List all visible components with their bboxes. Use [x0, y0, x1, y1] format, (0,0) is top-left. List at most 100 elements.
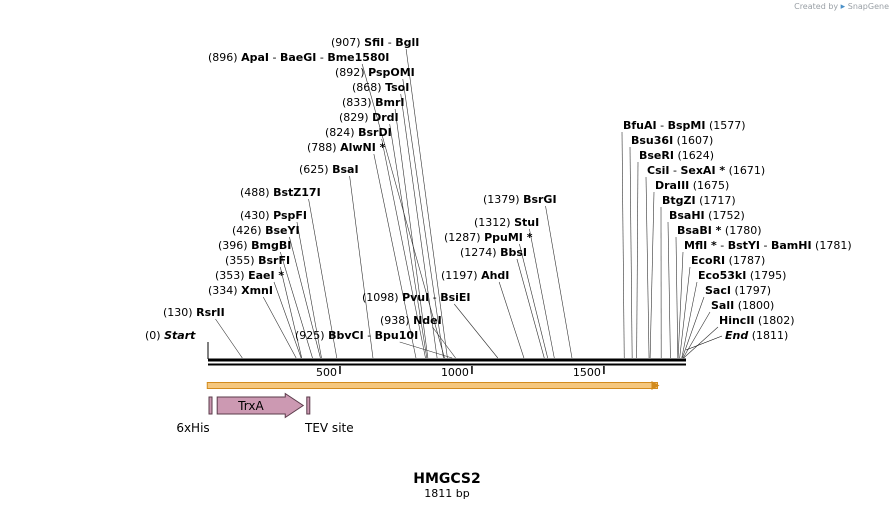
site-bsrdi[interactable]: (824) BsrDI	[325, 126, 392, 139]
site-label: (892) PspOMI	[335, 66, 415, 79]
site-enzyme-name: BsrDI	[358, 126, 392, 139]
site-position: (833)	[342, 96, 372, 109]
site-ahdi[interactable]: (1197) AhdI	[441, 269, 509, 282]
site-pspfi[interactable]: (430) PspFI	[240, 209, 307, 222]
site-hincii[interactable]: HincII (1802)	[719, 314, 795, 327]
site-bbvci[interactable]: (925) BbvCI - Bpu10I	[295, 329, 418, 342]
site-leader-line	[629, 146, 633, 359]
site-ppumi[interactable]: (1287) PpuMI *	[444, 231, 533, 244]
site-bsrfi[interactable]: (355) BsrFI	[225, 254, 290, 267]
site-leader-line	[289, 236, 321, 359]
site-label: (829) DrdI	[339, 111, 399, 124]
site-bstz17i[interactable]: (488) BstZ17I	[240, 186, 321, 199]
site-btgzi[interactable]: BtgZI (1717)	[662, 194, 736, 207]
site-position: (334)	[208, 284, 238, 297]
site-position: (868)	[352, 81, 382, 94]
site-stui[interactable]: (1312) StuI	[474, 216, 539, 229]
site-pspomi[interactable]: (892) PspOMI	[335, 66, 415, 79]
site-draiii[interactable]: DraIII (1675)	[655, 179, 729, 192]
site-separator: -	[364, 329, 375, 342]
site-leader-line	[402, 78, 444, 359]
site-leader-line	[349, 175, 374, 359]
site-rsrii[interactable]: (130) RsrII	[163, 306, 225, 319]
site-label: (355) BsrFI	[225, 254, 290, 267]
site-bbsi[interactable]: (1274) BbsI	[460, 246, 527, 259]
site-leader-line	[545, 205, 573, 359]
site-enzyme-name: End	[725, 329, 748, 342]
site-enzyme-name: BsaI	[332, 163, 358, 176]
site-enzyme-name: BstYI	[728, 239, 760, 252]
site-leader-line	[405, 48, 448, 359]
site-label: (824) BsrDI	[325, 126, 392, 139]
feature-label: 6xHis	[176, 421, 209, 435]
site-position: (925)	[295, 329, 325, 342]
site-eco53ki[interactable]: Eco53kI (1795)	[698, 269, 786, 282]
site-ndei[interactable]: (938) NdeI	[380, 314, 442, 327]
site-xmni[interactable]: (334) XmnI	[208, 284, 273, 297]
site-bmgbi[interactable]: (396) BmgBI	[218, 239, 291, 252]
site-label: (488) BstZ17I	[240, 186, 321, 199]
site-labels: (0) Start (130) RsrII (334) XmnI (353) EaeI…	[145, 36, 852, 342]
site-position: (1717)	[699, 194, 736, 207]
site-leader-line	[682, 311, 711, 359]
site-enzyme-name: RsrII	[196, 306, 225, 319]
feature-tev[interactable]: TEV site	[304, 396, 354, 435]
orf-layer	[206, 381, 660, 390]
site-bsrgi[interactable]: (1379) BsrGI	[483, 193, 557, 206]
site-label: (1312) StuI	[474, 216, 539, 229]
site-position: (938)	[380, 314, 410, 327]
site-leader-line	[280, 251, 313, 359]
site-saci[interactable]: SacI (1797)	[705, 284, 771, 297]
site-sali[interactable]: SalI (1800)	[711, 299, 774, 312]
site-eaei[interactable]: (353) EaeI *	[215, 269, 284, 282]
site-bseri[interactable]: BseRI (1624)	[639, 149, 714, 162]
site-enzyme-name: PpuMI *	[484, 231, 533, 244]
site-alwni[interactable]: (788) AlwNI *	[307, 141, 386, 154]
site-leader-line	[682, 296, 705, 359]
site-label: (396) BmgBI	[218, 239, 291, 252]
feature-6xhis[interactable]: 6xHis	[176, 396, 213, 435]
site-leader-line	[681, 281, 698, 359]
site-enzyme-name: TsoI	[385, 81, 409, 94]
scale-tick-label: 500	[316, 366, 337, 379]
sequence-name: HMGCS2	[413, 471, 481, 487]
site-leader-line	[296, 221, 322, 359]
site-label: (788) AlwNI *	[307, 141, 386, 154]
site-bseyi[interactable]: (426) BseYI	[232, 224, 300, 237]
site-ecori[interactable]: EcoRI (1787)	[691, 254, 765, 267]
orf-bar[interactable]	[206, 382, 658, 389]
site-bsabi[interactable]: BsaBI * (1780)	[677, 224, 762, 237]
site-position: (892)	[335, 66, 365, 79]
site-sfii[interactable]: (907) SfiI - BglI	[331, 36, 419, 49]
site-leader-line	[621, 131, 625, 359]
site-label: (430) PspFI	[240, 209, 307, 222]
site-start[interactable]: (0) Start	[145, 329, 196, 342]
site-bmri[interactable]: (833) BmrI	[342, 96, 404, 109]
site-enzyme-name: Bme1580I	[327, 51, 389, 64]
site-tsoi[interactable]: (868) TsoI	[352, 81, 409, 94]
site-bsu36i[interactable]: Bsu36I (1607)	[631, 134, 713, 147]
site-separator: -	[717, 239, 728, 252]
site-position: (1802)	[758, 314, 795, 327]
site-label: (426) BseYI	[232, 224, 300, 237]
site-position: (0)	[145, 329, 161, 342]
site-enzyme-name: AlwNI *	[340, 141, 386, 154]
orf-arrowhead	[651, 381, 660, 390]
site-label: (925) BbvCI - Bpu10I	[295, 329, 418, 342]
site-label: MflI * - BstYI - BamHI (1781)	[684, 239, 852, 252]
site-bsahi[interactable]: BsaHI (1752)	[669, 209, 745, 222]
site-apai[interactable]: (896) ApaI - BaeGI - Bme1580I	[208, 51, 389, 64]
site-label: (0) Start	[145, 329, 196, 342]
site-label: SalI (1800)	[711, 299, 774, 312]
site-bfuai[interactable]: BfuAI - BspMI (1577)	[623, 119, 746, 132]
site-bsai[interactable]: (625) BsaI	[299, 163, 359, 176]
credit-prefix: Created by	[794, 2, 839, 11]
site-mfli[interactable]: MflI * - BstYI - BamHI (1781)	[684, 239, 852, 252]
site-label: HincII (1802)	[719, 314, 795, 327]
site-pvui[interactable]: (1098) PvuI - BsiEI	[362, 291, 471, 304]
site-enzyme-name: DrdI	[372, 111, 399, 124]
feature-trxa[interactable]: TrxA	[216, 392, 305, 419]
site-end[interactable]: End (1811)	[725, 329, 788, 342]
site-drdi[interactable]: (829) DrdI	[339, 111, 399, 124]
site-csii[interactable]: CsiI - SexAI * (1671)	[647, 164, 765, 177]
